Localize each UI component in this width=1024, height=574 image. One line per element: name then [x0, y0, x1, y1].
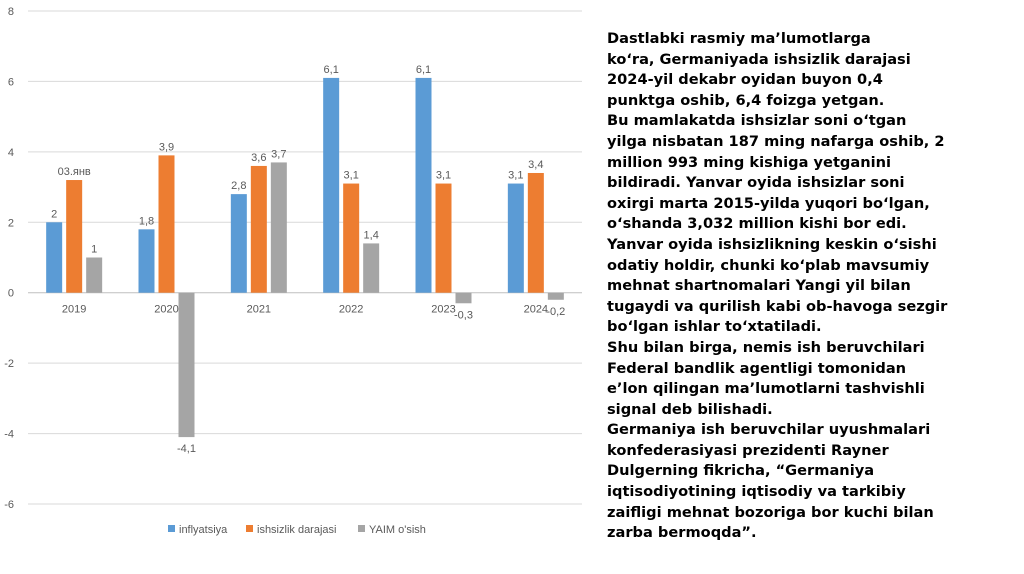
y-tick-label: -4 — [4, 429, 14, 441]
x-tick-label: 2019 — [62, 304, 86, 316]
article-line: 2024-yil dekabr oyidan buyon 0,4 — [607, 71, 883, 89]
data-label: -4,1 — [177, 443, 196, 455]
y-tick-label: 8 — [8, 6, 14, 18]
data-label: 03.янв — [58, 166, 91, 178]
article-line: Yanvar oyida ishsizlikning keskin o‘sish… — [607, 235, 937, 253]
y-tick-label: 0 — [8, 288, 14, 300]
y-tick-label: 4 — [8, 147, 14, 159]
bar-ishsizlik-darajasi — [527, 172, 544, 293]
article-line: Dulgerning fikricha, “Germaniya — [607, 462, 875, 480]
data-label: -0,3 — [454, 309, 473, 321]
bar-inflyatsiya — [230, 194, 247, 293]
data-label: 1 — [91, 244, 97, 256]
data-label: 2 — [51, 208, 57, 220]
data-label: 3,1 — [436, 170, 451, 182]
article-line: zaifligi mehnat bozoriga bor kuchi bilan — [607, 503, 934, 521]
article-line: Federal bandlik agentligi tomonidan — [607, 359, 907, 377]
data-label: 3,7 — [271, 148, 286, 160]
bar-yaim-o-sish — [178, 292, 195, 438]
legend-label: ishsizlik darajasi — [257, 524, 336, 536]
article-line: mehnat shartnomalari Yangi yil bilan — [607, 277, 911, 295]
y-tick-label: -6 — [4, 499, 14, 511]
bar-yaim-o-sish — [86, 257, 103, 293]
article-line: Dastlabki rasmiy ma’lumotlarga — [607, 30, 871, 47]
article-line: bo‘lgan ishlar to‘xtatiladi. — [607, 318, 822, 336]
bar-yaim-o-sish — [270, 162, 287, 293]
bar-ishsizlik-darajasi — [435, 183, 452, 293]
bar-inflyatsiya — [507, 183, 524, 293]
article-line: zarba bermoqda”. — [607, 524, 757, 542]
data-label: 1,8 — [139, 215, 154, 227]
bar-inflyatsiya — [323, 77, 340, 293]
data-label: -0,2 — [546, 306, 565, 318]
legend-swatch — [168, 525, 175, 532]
bar-ishsizlik-darajasi — [250, 165, 267, 293]
article-line: e’lon qilingan ma’lumotlarni tashvishli — [607, 380, 925, 398]
data-label: 2,8 — [231, 180, 246, 192]
x-tick-label: 2020 — [154, 304, 178, 316]
x-tick-label: 2021 — [247, 304, 271, 316]
article-line: konfederasiyasi prezidenti Rayner — [607, 441, 889, 459]
bar-yaim-o-sish — [455, 292, 472, 304]
article-line: oxirgi marta 2015-yilda yuqori bo‘lgan, — [607, 194, 930, 212]
article-line: Bu mamlakatda ishsizlar soni o‘tgan — [607, 112, 907, 130]
data-label: 3,1 — [344, 170, 359, 182]
article-line: ko‘ra, Germaniyada ishsizlik darajasi — [607, 50, 911, 68]
x-tick-label: 2022 — [339, 304, 363, 316]
article-line: signal deb bilishadi. — [607, 400, 773, 418]
legend-label: inflyatsiya — [179, 524, 228, 536]
article-line: punktga oshib, 6,4 foizga yetgan. — [607, 91, 885, 109]
bar-inflyatsiya — [46, 222, 63, 293]
y-tick-label: 6 — [8, 76, 14, 88]
data-label: 3,4 — [528, 159, 543, 171]
bar-ishsizlik-darajasi — [66, 180, 83, 293]
bar-yaim-o-sish — [547, 292, 564, 300]
data-label: 3,1 — [508, 170, 523, 182]
bar-yaim-o-sish — [363, 243, 380, 293]
x-tick-label: 2024 — [524, 304, 548, 316]
y-tick-label: -2 — [4, 358, 14, 370]
article-line: o‘shanda 3,032 million kishi bor edi. — [607, 215, 907, 233]
data-label: 6,1 — [416, 64, 431, 76]
bar-ishsizlik-darajasi — [343, 183, 360, 293]
legend-label: YAIM o'sish — [369, 524, 426, 536]
bar-ishsizlik-darajasi — [158, 155, 175, 293]
x-tick-label: 2023 — [431, 304, 455, 316]
bar-inflyatsiya — [415, 77, 432, 293]
article-line: bildiradi. Yanvar oyida ishsizlar soni — [607, 174, 905, 192]
data-label: 3,6 — [251, 152, 266, 164]
legend-swatch — [246, 525, 253, 532]
article-line: million 993 ming kishiga yetganini — [607, 153, 892, 171]
article-line: yilga nisbatan 187 ming nafarga oshib, 2 — [607, 132, 945, 150]
data-label: 3,9 — [159, 141, 174, 153]
article-line: tugaydi va qurilish kabi ob-havoga sezgi… — [607, 297, 948, 315]
article-line: Germaniya ish beruvchilar uyushmalari — [607, 421, 931, 439]
data-label: 6,1 — [324, 64, 339, 76]
y-tick-label: 2 — [8, 217, 14, 229]
article-line: iqtisodiyotining iqtisodiy va tarkibiy — [607, 483, 906, 501]
bar-chart: 8 6 4 2 0 -2 -4 -6 2 03.янв 1 2019 1,8 3,9 -4,1 2020 2,8… — [4, 6, 582, 536]
legend-swatch — [358, 525, 365, 532]
article-line: Shu bilan birga, nemis ish beruvchilari — [607, 338, 925, 356]
data-label: 1,4 — [364, 229, 379, 241]
article-line: odatiy holdir, chunki ko‘plab mavsumiy — [607, 256, 930, 274]
article-text: Dastlabki rasmiy ma’lumotlarga ko‘ra, Ger… — [607, 29, 1017, 544]
bar-inflyatsiya — [138, 229, 155, 293]
